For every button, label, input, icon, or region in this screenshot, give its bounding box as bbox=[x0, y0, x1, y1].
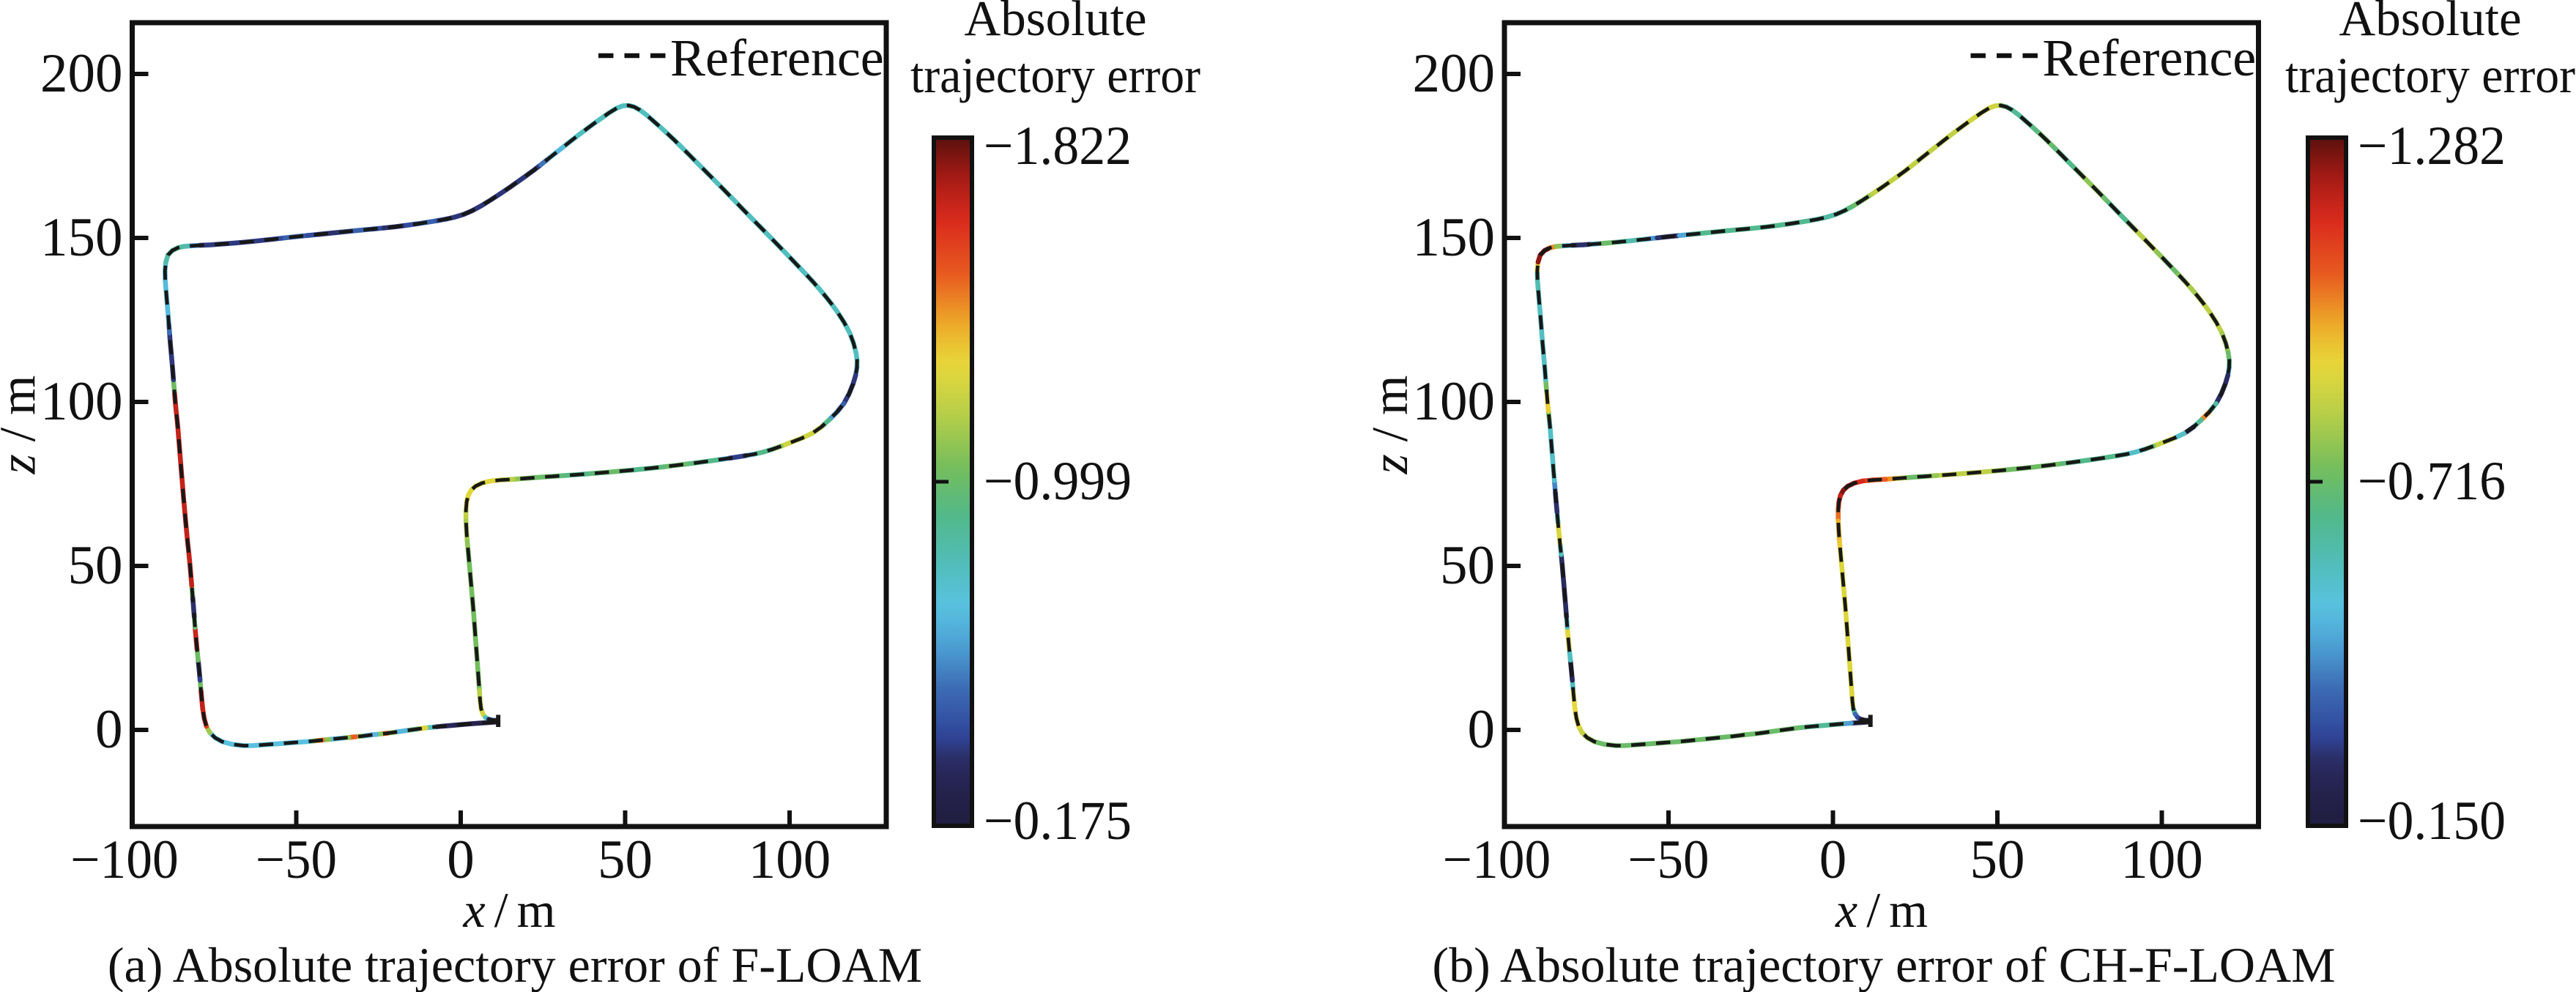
svg-text:z / m: z / m bbox=[0, 376, 47, 475]
svg-text:Reference: Reference bbox=[2043, 29, 2257, 87]
svg-text:Absolute: Absolute bbox=[2339, 0, 2521, 46]
svg-text:−100: −100 bbox=[70, 829, 179, 890]
svg-text:Absolute: Absolute bbox=[964, 0, 1146, 46]
svg-text:100: 100 bbox=[1413, 371, 1496, 432]
svg-text:100: 100 bbox=[2120, 829, 2203, 890]
svg-text:−0.716: −0.716 bbox=[2358, 451, 2506, 512]
svg-text:200: 200 bbox=[1413, 43, 1496, 104]
svg-text:x / m: x / m bbox=[1835, 882, 1928, 938]
svg-text:−50: −50 bbox=[1628, 829, 1710, 890]
svg-text:0: 0 bbox=[447, 829, 475, 890]
svg-text:trajectory error: trajectory error bbox=[910, 48, 1200, 103]
svg-text:−0.150: −0.150 bbox=[2358, 791, 2506, 851]
svg-text:0: 0 bbox=[1819, 829, 1847, 890]
svg-text:(b) Absolute trajectory error: (b) Absolute trajectory error of CH-F-LO… bbox=[1432, 937, 2335, 992]
svg-text:0: 0 bbox=[1468, 699, 1496, 760]
svg-text:50: 50 bbox=[68, 535, 123, 596]
svg-text:50: 50 bbox=[1970, 829, 2025, 890]
svg-text:50: 50 bbox=[1440, 535, 1495, 596]
svg-text:−0.999: −0.999 bbox=[984, 451, 1132, 512]
svg-text:−1.822: −1.822 bbox=[984, 116, 1132, 176]
svg-text:Reference: Reference bbox=[670, 29, 884, 87]
svg-text:trajectory error: trajectory error bbox=[2285, 48, 2575, 103]
svg-text:(a) Absolute trajectory error: (a) Absolute trajectory error of F-LOAM bbox=[108, 937, 922, 992]
svg-text:0: 0 bbox=[95, 699, 123, 760]
svg-text:200: 200 bbox=[40, 43, 123, 104]
svg-text:−100: −100 bbox=[1443, 829, 1551, 890]
svg-text:x / m: x / m bbox=[463, 882, 556, 938]
svg-text:50: 50 bbox=[598, 829, 653, 890]
svg-text:−1.282: −1.282 bbox=[2358, 116, 2506, 176]
svg-text:150: 150 bbox=[40, 207, 123, 268]
svg-text:−0.175: −0.175 bbox=[984, 791, 1132, 851]
svg-text:z / m: z / m bbox=[1362, 376, 1419, 475]
svg-text:−50: −50 bbox=[256, 829, 337, 890]
svg-text:150: 150 bbox=[1413, 207, 1496, 268]
svg-text:100: 100 bbox=[749, 829, 831, 890]
svg-text:100: 100 bbox=[40, 371, 123, 432]
